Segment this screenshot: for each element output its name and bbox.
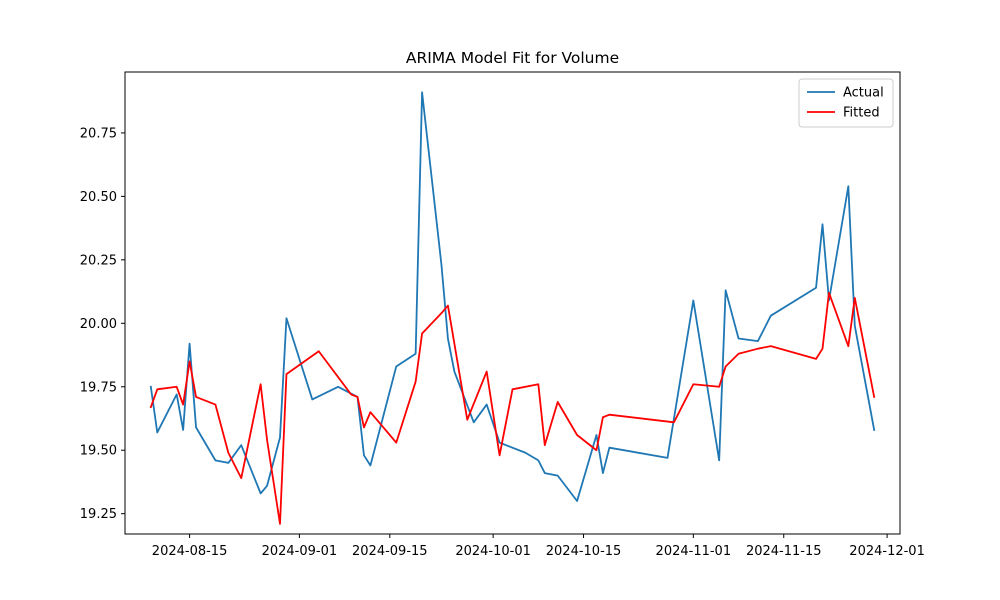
x-axis-ticks: 2024-08-15 2024-09-01 2024-09-15 2024-10-01… bbox=[152, 534, 925, 559]
y-tick-label: 20.00 bbox=[80, 317, 117, 332]
x-tick-label: 2024-12-01 bbox=[849, 544, 925, 559]
y-tick-label: 20.25 bbox=[80, 253, 117, 268]
y-tick-label: 20.50 bbox=[80, 190, 117, 205]
legend-label-actual: Actual bbox=[843, 86, 884, 101]
chart-title: ARIMA Model Fit for Volume bbox=[406, 49, 619, 67]
series-line-fitted bbox=[149, 291, 876, 525]
y-tick-label: 19.75 bbox=[80, 380, 117, 395]
x-tick-label: 2024-08-15 bbox=[152, 544, 228, 559]
plot-area bbox=[125, 72, 900, 534]
y-tick-label: 19.25 bbox=[80, 507, 117, 522]
y-axis-ticks: 19.25 19.50 19.75 20.00 20.25 20.50 20.75 bbox=[80, 126, 125, 522]
x-tick-label: 2024-09-15 bbox=[352, 544, 428, 559]
x-tick-label: 2024-11-01 bbox=[656, 544, 732, 559]
x-tick-label: 2024-10-01 bbox=[455, 544, 531, 559]
x-tick-label: 2024-09-01 bbox=[262, 544, 338, 559]
x-tick-label: 2024-10-15 bbox=[546, 544, 622, 559]
y-tick-label: 19.50 bbox=[80, 444, 117, 459]
y-tick-label: 20.75 bbox=[80, 126, 117, 141]
x-tick-label: 2024-11-15 bbox=[746, 544, 822, 559]
series-layer bbox=[149, 91, 876, 525]
legend-label-fitted: Fitted bbox=[843, 106, 880, 121]
legend-box bbox=[798, 78, 894, 128]
plot-frame bbox=[124, 71, 901, 535]
legend: Actual Fitted bbox=[798, 78, 894, 128]
